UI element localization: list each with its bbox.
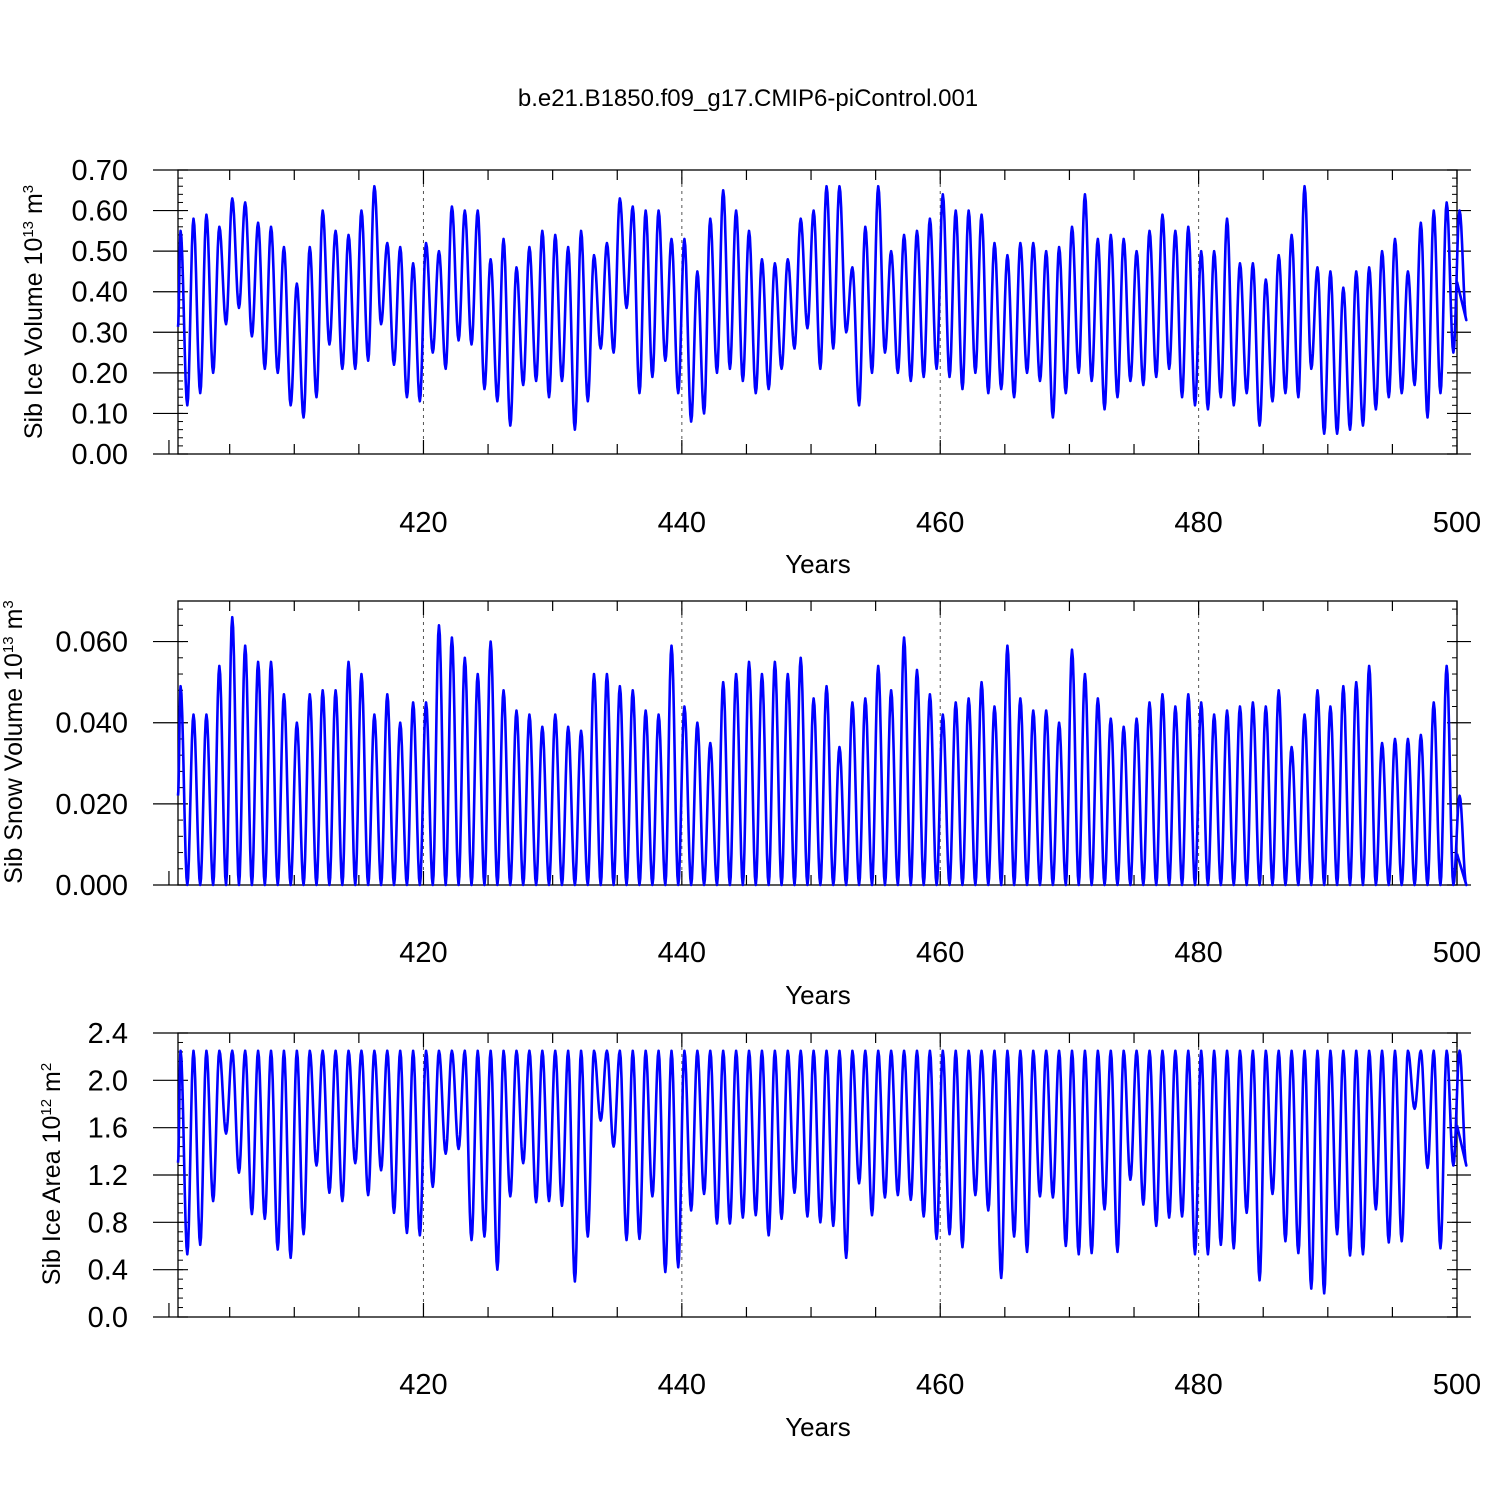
x-tick-label: 440 <box>658 1369 706 1401</box>
y-axis-label: Sib Ice Volume 1013 m3 <box>20 185 48 439</box>
x-tick-label: 440 <box>658 937 706 969</box>
x-tick-label: 460 <box>916 507 964 539</box>
panel-ice-volume: 0.00 0.10 0.20 0.30 0.40 0.50 0.60 0.70 420 440 46… <box>20 155 1481 579</box>
y-tick-label: 0.000 <box>55 870 128 902</box>
y-tick-label: 0.020 <box>55 789 128 821</box>
x-tick-label: 500 <box>1433 937 1481 969</box>
y-tick-label: 0.30 <box>72 317 128 349</box>
x-tick-label: 440 <box>658 507 706 539</box>
y-tick-label: 0.4 <box>88 1255 128 1287</box>
x-tick-label: 420 <box>399 937 447 969</box>
y-tick-label: 0.20 <box>72 358 128 390</box>
figure-title: b.e21.B1850.f09_g17.CMIP6-piControl.001 <box>518 85 978 112</box>
y-axis-label: Sib Snow Volume 1013 m3 <box>0 600 28 884</box>
y-tick-label: 0.060 <box>55 627 128 659</box>
y-tick-label: 1.2 <box>88 1160 128 1192</box>
y-tick-label: 0.60 <box>72 196 128 228</box>
x-tick-label: 480 <box>1174 1369 1222 1401</box>
y-tick-label: 2.4 <box>88 1018 128 1050</box>
x-tick-label: 500 <box>1433 1369 1481 1401</box>
x-tick-label: 480 <box>1174 507 1222 539</box>
y-tick-label: 0.8 <box>88 1207 128 1239</box>
x-tick-label: 460 <box>916 937 964 969</box>
x-tick-label: 500 <box>1433 507 1481 539</box>
series-line <box>176 1049 1468 1295</box>
panel-snow-volume: 0.000 0.020 0.040 0.060 420 440 460 480 500 Years… <box>0 600 1481 1010</box>
y-tick-label: 0.40 <box>72 277 128 309</box>
x-tick-label: 420 <box>399 507 447 539</box>
x-tick-label: 460 <box>916 1369 964 1401</box>
y-tick-label: 2.0 <box>88 1065 128 1097</box>
x-tick-label: 480 <box>1174 937 1222 969</box>
series-line <box>176 184 1468 436</box>
y-axis-label: Sib Ice Area 1012 m2 <box>38 1063 66 1285</box>
panel-ice-area: 0.0 0.4 0.8 1.2 1.6 2.0 2.4 420 440 460 480 500 Year… <box>38 1018 1481 1442</box>
y-tick-label: 0.040 <box>55 708 128 740</box>
x-axis-label: Years <box>785 549 851 579</box>
x-tick-label: 420 <box>399 1369 447 1401</box>
y-tick-label: 0.0 <box>88 1302 128 1334</box>
y-tick-label: 0.00 <box>72 439 128 471</box>
y-tick-label: 1.6 <box>88 1113 128 1145</box>
y-tick-label: 0.70 <box>72 155 128 187</box>
y-tick-label: 0.50 <box>72 236 128 268</box>
x-axis-label: Years <box>785 980 851 1010</box>
x-axis-label: Years <box>785 1412 851 1442</box>
series-line <box>176 615 1468 887</box>
y-tick-label: 0.10 <box>72 398 128 430</box>
